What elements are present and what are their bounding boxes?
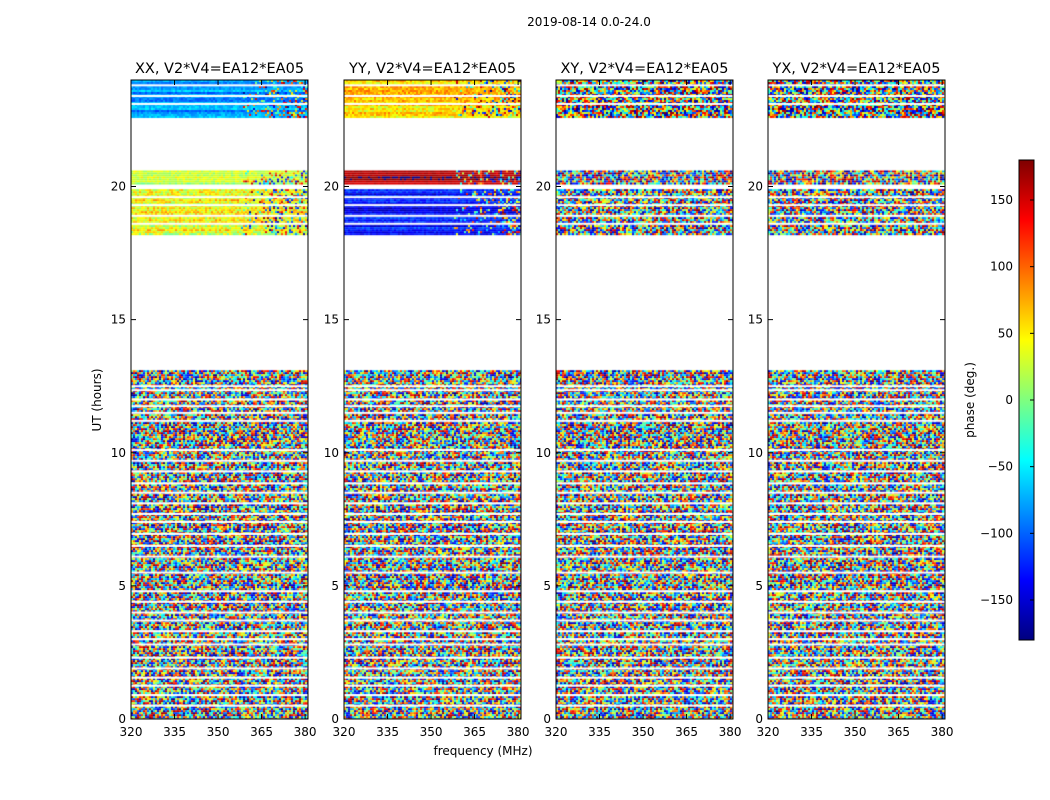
y-tick-label: 5 [331,579,339,593]
panel-title: XX, V2*V4=EA12*EA05 [135,61,304,77]
x-tick-label: 350 [420,725,443,739]
y-axis-label: UT (hours) [90,368,104,431]
x-tick-label: 380 [294,725,317,739]
x-axis-label: frequency (MHz) [433,744,532,758]
colorbar-tick-label: 50 [998,326,1013,340]
colorbar-tick-label: −50 [988,460,1013,474]
x-tick-label: 365 [250,725,273,739]
phase-heatmap [131,80,308,719]
phase-heatmap [344,80,521,719]
y-tick-label: 15 [111,313,126,327]
y-tick-label: 20 [536,180,551,194]
y-tick-label: 10 [324,446,339,460]
panels: XX, V2*V4=EA12*EA05 320 335 350 365 380 0 5 10 15… [111,61,954,739]
x-tick-label: 335 [588,725,611,739]
y-tick-label: 5 [543,579,551,593]
colorbar-tick-label: −100 [980,526,1013,540]
phase-heatmap [768,80,945,719]
panel: YX, V2*V4=EA12*EA05 320 335 350 365 380 0 5 10 15… [748,61,954,739]
x-tick-label: 380 [719,725,742,739]
colorbar-ticks: 150 100 50 0 −50 −100 −150 [980,193,1034,607]
axes-frame [343,79,522,720]
x-tick-label: 380 [507,725,530,739]
x-tick-label: 365 [463,725,486,739]
colorbar-tick-label: 100 [990,260,1013,274]
x-tick-label: 350 [207,725,230,739]
colorbar-tick-label: 150 [990,193,1013,207]
x-tick-label: 365 [675,725,698,739]
panel: XX, V2*V4=EA12*EA05 320 335 350 365 380 0 5 10 15… [111,61,317,739]
x-tick-label: 320 [333,725,356,739]
colorbar-tick-label: −150 [980,593,1013,607]
y-tick-label: 10 [748,446,763,460]
colorbar: 150 100 50 0 −50 −100 −150 phase (deg.) [963,159,1035,641]
x-tick-label: 365 [887,725,910,739]
axes-frame [767,79,946,720]
panel: XY, V2*V4=EA12*EA05 320 335 350 365 380 0 5 10 15… [536,61,742,739]
y-tick-label: 20 [111,180,126,194]
y-tick-label: 5 [118,579,126,593]
y-tick-label: 15 [536,313,551,327]
phase-heatmap [556,80,733,719]
panel-title: YY, V2*V4=EA12*EA05 [348,61,516,77]
y-tick-label: 20 [748,180,763,194]
y-tick-label: 10 [111,446,126,460]
y-tick-label: 0 [331,712,339,726]
colorbar-tick-label: 0 [1005,393,1013,407]
x-tick-label: 380 [931,725,954,739]
x-tick-label: 320 [120,725,143,739]
y-tick-label: 15 [324,313,339,327]
x-tick-label: 320 [757,725,780,739]
y-tick-label: 20 [324,180,339,194]
colorbar-label: phase (deg.) [963,362,977,438]
y-tick-label: 10 [536,446,551,460]
axes-frame [555,79,734,720]
x-tick-label: 335 [800,725,823,739]
y-tick-label: 15 [748,313,763,327]
panel-title: XY, V2*V4=EA12*EA05 [560,61,728,77]
y-tick-label: 5 [755,579,763,593]
x-tick-label: 320 [545,725,568,739]
x-tick-label: 350 [844,725,867,739]
x-tick-label: 350 [632,725,655,739]
y-tick-label: 0 [755,712,763,726]
axes-frame [130,79,309,720]
y-tick-label: 0 [543,712,551,726]
figure-title: 2019-08-14 0.0-24.0 [527,15,651,29]
x-tick-label: 335 [163,725,186,739]
y-tick-label: 0 [118,712,126,726]
panel-title: YX, V2*V4=EA12*EA05 [771,61,940,77]
panel: YY, V2*V4=EA12*EA05 320 335 350 365 380 0 5 10 15… [324,61,530,739]
x-tick-label: 335 [376,725,399,739]
